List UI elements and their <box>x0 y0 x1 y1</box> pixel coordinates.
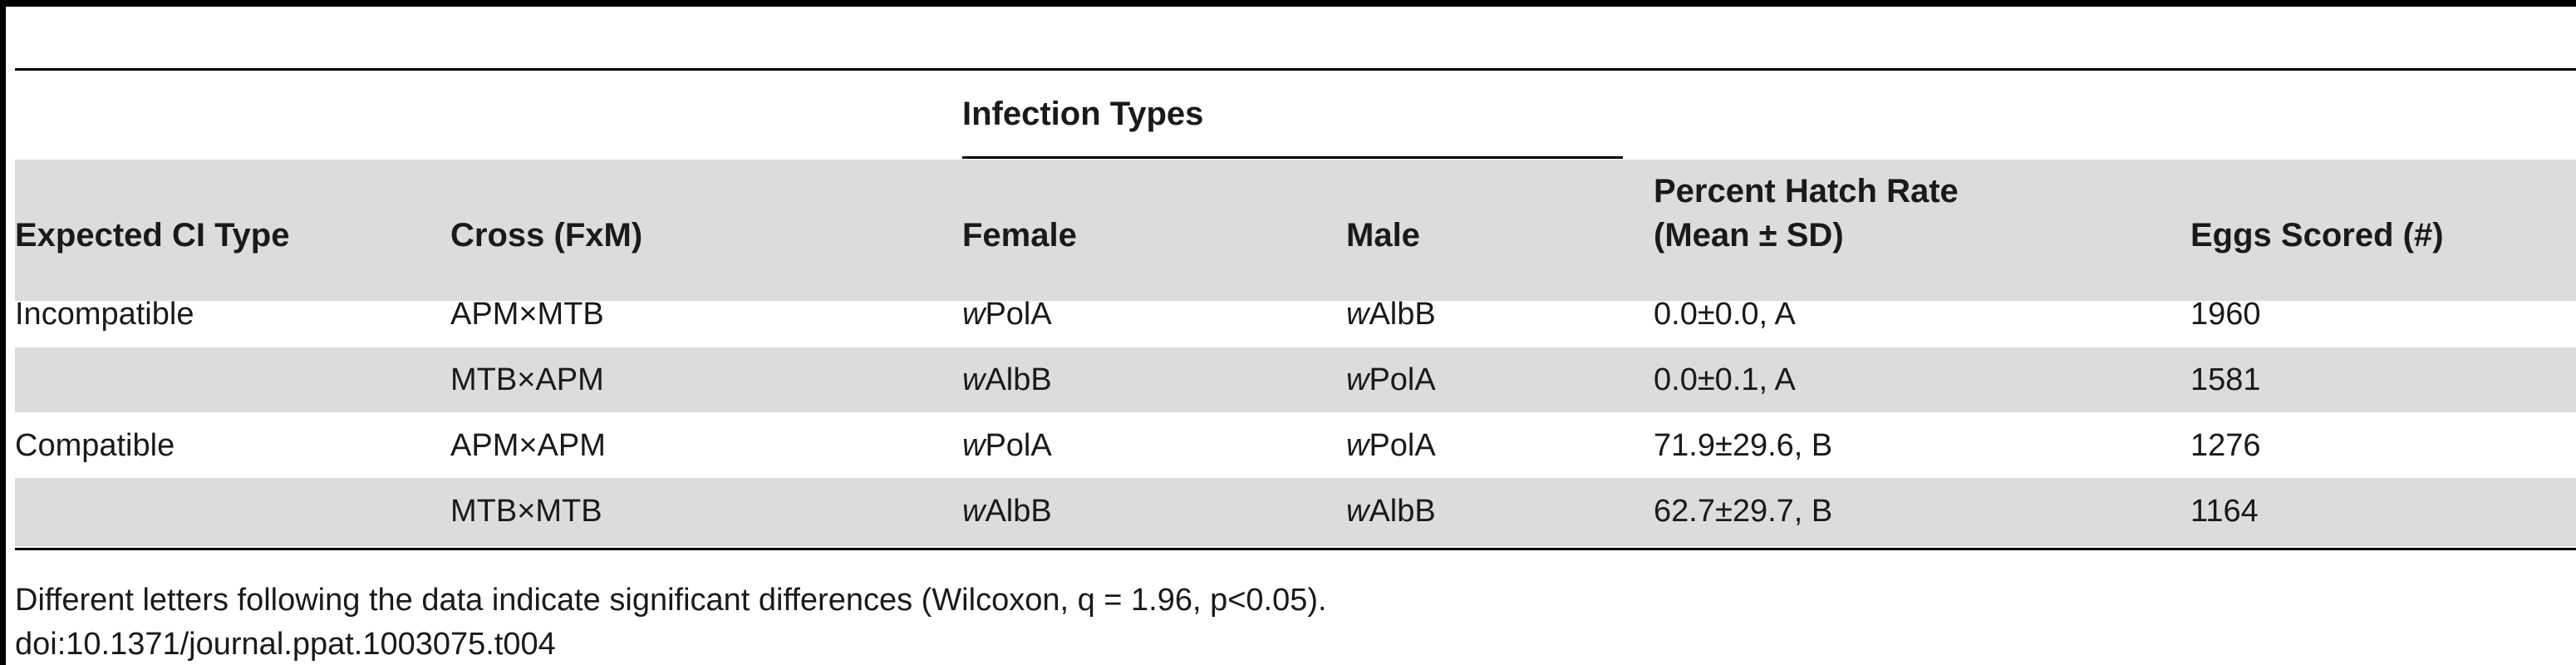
cell-male-prefix: w <box>1346 362 1369 397</box>
cell-male-infection: wPolA <box>1346 426 1436 465</box>
table-left-border <box>0 0 6 665</box>
row-band-4 <box>15 478 2576 546</box>
cell-female-rest: AlbB <box>985 494 1052 529</box>
cell-female-prefix: w <box>962 297 986 332</box>
cell-male-infection: wPolA <box>1346 361 1436 399</box>
cell-female-infection: wPolA <box>962 426 1052 465</box>
table-header-top-rule <box>15 68 2576 71</box>
cell-eggs-scored: 1276 <box>2190 428 2261 463</box>
column-header-hatch-rate-line1: Percent Hatch Rate <box>1654 173 1959 209</box>
cell-female-prefix: w <box>962 428 986 463</box>
cell-expected-ci-type: Compatible <box>15 428 175 463</box>
cell-cross: APM×MTB <box>450 297 604 332</box>
table-bottom-rule <box>15 548 2576 550</box>
table-top-border <box>0 0 2576 7</box>
column-header-cross: Cross (FxM) <box>450 217 643 254</box>
column-header-male: Male <box>1346 217 1420 254</box>
group-header-infection-types: Infection Types <box>962 96 1204 132</box>
table-footnote: Different letters following the data ind… <box>15 583 1327 618</box>
cell-female-infection: wPolA <box>962 295 1052 333</box>
cell-eggs-scored: 1164 <box>2190 494 2259 529</box>
cell-expected-ci-type: Incompatible <box>15 297 194 332</box>
column-header-band <box>15 160 2576 301</box>
cell-female-prefix: w <box>962 362 986 397</box>
cell-eggs-scored: 1581 <box>2190 362 2261 397</box>
cell-hatch-rate: 0.0±0.1, A <box>1654 362 1796 397</box>
cell-male-infection: wAlbB <box>1346 295 1436 333</box>
cell-female-infection: wAlbB <box>962 361 1052 399</box>
cell-female-infection: wAlbB <box>962 492 1052 530</box>
cell-female-prefix: w <box>962 494 986 529</box>
cell-male-prefix: w <box>1346 297 1369 332</box>
cell-hatch-rate: 0.0±0.0, A <box>1654 297 1796 332</box>
cell-cross: MTB×APM <box>450 362 604 397</box>
cell-male-rest: AlbB <box>1369 297 1436 332</box>
cell-hatch-rate: 62.7±29.7, B <box>1654 494 1833 529</box>
cell-cross: APM×APM <box>450 428 606 463</box>
table-doi: doi:10.1371/journal.ppat.1003075.t004 <box>15 627 556 662</box>
cell-male-infection: wAlbB <box>1346 492 1436 530</box>
cell-eggs-scored: 1960 <box>2190 297 2261 332</box>
cell-male-rest: PolA <box>1369 362 1436 397</box>
cell-male-rest: AlbB <box>1369 494 1436 529</box>
column-header-hatch-rate-line2: (Mean ± SD) <box>1654 217 1844 254</box>
column-header-eggs-scored: Eggs Scored (#) <box>2190 217 2444 254</box>
cell-female-rest: PolA <box>985 428 1052 463</box>
column-header-expected-ci-type: Expected CI Type <box>15 217 290 254</box>
group-header-underline <box>962 156 1623 159</box>
cell-cross: MTB×MTB <box>450 494 602 529</box>
cell-male-prefix: w <box>1346 428 1369 463</box>
cell-hatch-rate: 71.9±29.6, B <box>1654 428 1833 463</box>
cell-female-rest: AlbB <box>985 362 1052 397</box>
column-header-female: Female <box>962 217 1077 254</box>
cell-male-rest: PolA <box>1369 428 1436 463</box>
row-band-2 <box>15 347 2576 412</box>
cell-male-prefix: w <box>1346 494 1369 529</box>
cell-female-rest: PolA <box>985 297 1052 332</box>
